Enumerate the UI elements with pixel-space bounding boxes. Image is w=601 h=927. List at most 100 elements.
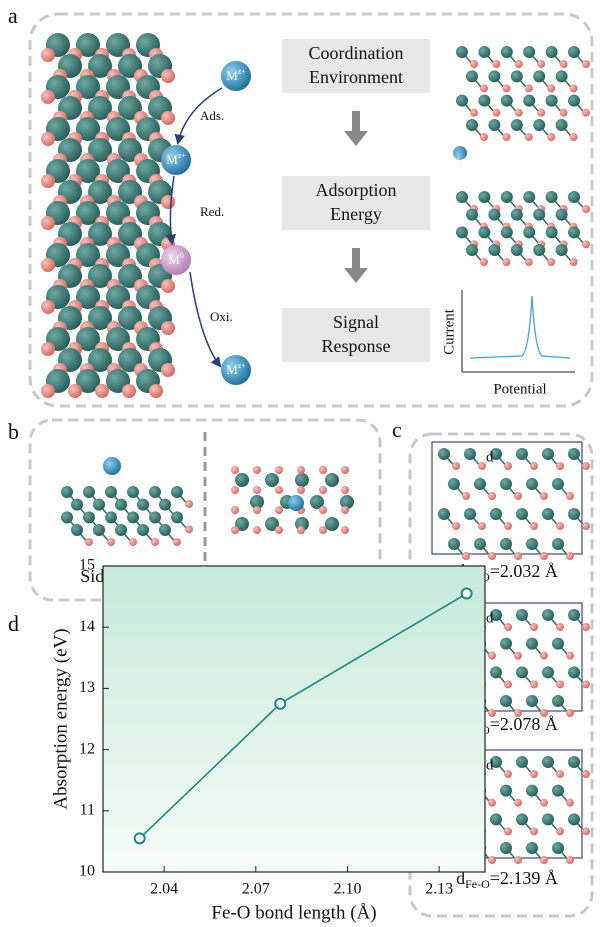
o-atom <box>488 856 496 864</box>
o-atom <box>582 109 590 117</box>
fe-atom <box>83 511 95 523</box>
o-atom <box>582 240 590 248</box>
panel-label: a <box>8 3 18 28</box>
o-atom <box>502 84 510 92</box>
o-atom <box>556 770 564 778</box>
o-atom <box>41 384 55 398</box>
fe-atom <box>516 448 528 460</box>
o-atom <box>530 827 538 835</box>
o-atom <box>297 466 305 474</box>
o-atom <box>275 466 283 474</box>
o-atom <box>582 827 590 835</box>
o-atom <box>149 384 163 398</box>
o-atom <box>488 799 496 807</box>
o-atom <box>525 84 533 92</box>
inset-y-label: Current <box>441 308 457 355</box>
o-atom <box>582 462 590 470</box>
fe-atom <box>456 191 468 203</box>
o-atom <box>540 492 548 500</box>
inset-curve <box>470 296 570 358</box>
flow-shaft <box>352 111 360 131</box>
o-atom <box>537 60 545 68</box>
fe-atom <box>568 46 580 58</box>
inset-x-label: Potential <box>493 381 546 397</box>
fe-atom <box>149 511 161 523</box>
fe-atom <box>511 119 523 131</box>
fe-atom <box>456 46 468 58</box>
o-atom <box>275 506 283 514</box>
o-atom <box>161 321 175 335</box>
o-atom <box>95 384 109 398</box>
o-atom <box>582 680 590 688</box>
o-atom <box>470 109 478 117</box>
fe-atom <box>501 95 513 107</box>
y-tick-label: 14 <box>79 618 95 635</box>
ion-symbol: M <box>226 68 238 83</box>
o-atom <box>525 258 533 266</box>
o-atom <box>185 525 193 533</box>
o-atom <box>514 492 522 500</box>
o-atom <box>488 552 496 560</box>
fe-atom <box>137 524 149 536</box>
fe-atom <box>511 244 523 256</box>
o-atom <box>107 538 115 546</box>
fe-atom <box>523 191 535 203</box>
o-atom <box>530 770 538 778</box>
fe-atom <box>325 473 339 487</box>
o-atom <box>547 258 555 266</box>
fe-atom <box>325 517 339 531</box>
fe-atom <box>552 638 564 650</box>
o-atom <box>41 174 55 188</box>
o-atom <box>515 109 523 117</box>
adsorbate <box>453 146 467 178</box>
fe-atom <box>568 508 580 520</box>
fe-atom <box>501 46 513 58</box>
fe-atom <box>478 226 490 238</box>
o-atom <box>41 300 55 314</box>
o-atom <box>515 60 523 68</box>
o-atom <box>502 133 510 141</box>
o-atom <box>341 466 349 474</box>
fe-atom <box>93 499 105 511</box>
fe-atom <box>448 538 460 550</box>
o-atom <box>41 132 55 146</box>
o-atom <box>504 522 512 530</box>
fe-atom <box>526 842 538 854</box>
ion-charge: z+ <box>238 361 247 370</box>
fe-atom <box>526 538 538 550</box>
fe-atom <box>556 70 568 82</box>
fe-atom <box>546 191 558 203</box>
fe-atom <box>523 226 535 238</box>
o-atom <box>253 506 261 514</box>
fe-atom <box>466 119 478 131</box>
o-atom <box>161 279 175 293</box>
o-atom <box>341 526 349 534</box>
o-atom <box>530 522 538 530</box>
o-atom <box>560 109 568 117</box>
fe-atom <box>568 609 580 621</box>
fe-atom <box>526 695 538 707</box>
fe-atom <box>488 244 500 256</box>
x-tick-label: 2.13 <box>425 881 453 898</box>
fe-atom <box>500 538 512 550</box>
flow-head <box>344 268 368 283</box>
fe-atom <box>478 191 490 203</box>
o-atom <box>556 522 564 530</box>
fe-atom <box>61 486 73 498</box>
o-atom <box>462 492 470 500</box>
o-atom <box>480 84 488 92</box>
o-atom <box>341 486 349 494</box>
x-tick-label: 2.04 <box>150 881 178 898</box>
o-atom <box>253 466 261 474</box>
ion-symbol: M <box>226 362 238 377</box>
subscript: Fe-O <box>465 877 490 891</box>
o-atom <box>161 363 175 377</box>
value: =2.078 Å <box>490 714 558 734</box>
o-atom <box>582 623 590 631</box>
fe-atom <box>546 226 558 238</box>
o-atom <box>504 770 512 778</box>
o-atom <box>41 342 55 356</box>
fe-atom <box>516 508 528 520</box>
fe-atom <box>500 695 512 707</box>
o-atom <box>514 552 522 560</box>
